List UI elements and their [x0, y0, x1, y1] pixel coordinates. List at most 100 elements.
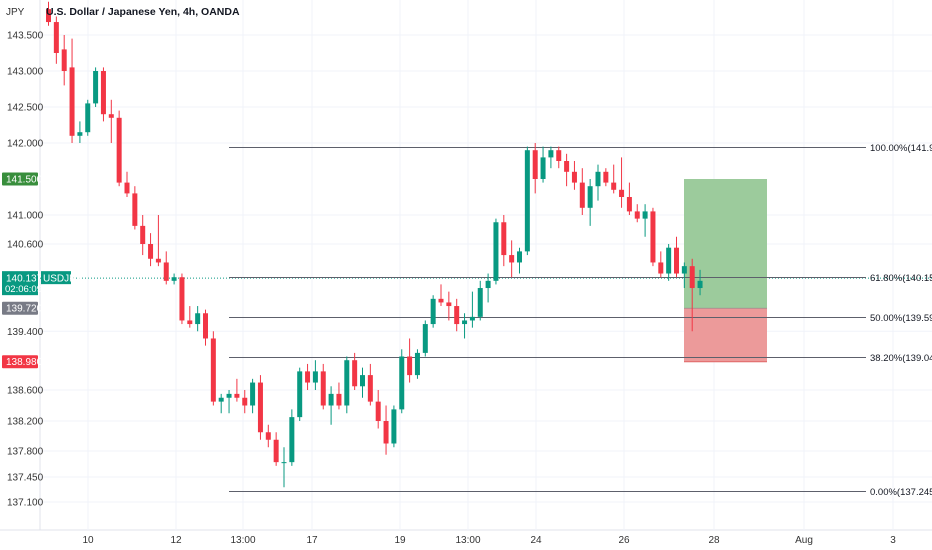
- chart-title: U.S. Dollar / Japanese Yen, 4h, OANDA: [46, 6, 240, 18]
- candle-body: [210, 338, 216, 402]
- candle-body: [399, 356, 405, 410]
- time-axis-label: 3: [890, 535, 896, 546]
- candle-body: [509, 255, 515, 263]
- candle: [571, 161, 577, 190]
- fib-label: 0.00%(137.245) -: [870, 487, 932, 498]
- candle: [257, 375, 263, 440]
- candle: [336, 382, 342, 410]
- candle: [587, 179, 593, 226]
- candle-body: [603, 171, 609, 183]
- candle-body: [179, 277, 185, 321]
- price-axis-label: 143.500: [7, 31, 44, 42]
- candle: [53, 16, 59, 64]
- candle: [203, 309, 208, 346]
- candle: [556, 146, 562, 169]
- countdown-text: 02:06:09: [5, 284, 42, 295]
- candle: [187, 306, 193, 328]
- price-axis-label: 140.600: [7, 240, 44, 251]
- candle-body: [234, 393, 240, 398]
- candle: [163, 251, 169, 285]
- candle-body: [689, 266, 695, 289]
- candle-body: [132, 193, 138, 226]
- candle: [352, 352, 358, 390]
- candle-body: [155, 258, 161, 263]
- candle: [116, 110, 122, 187]
- candle-body: [69, 67, 75, 136]
- candle: [273, 432, 279, 466]
- price-axis-label: 138.200: [7, 417, 44, 428]
- candle: [438, 284, 444, 307]
- candle-body: [587, 186, 593, 208]
- take-profit-tag-text: 141.500: [6, 175, 43, 186]
- candle: [611, 164, 617, 194]
- candle: [517, 247, 522, 274]
- candle: [234, 378, 240, 402]
- candle-body: [85, 103, 91, 133]
- candle: [407, 338, 413, 383]
- candle: [579, 168, 585, 215]
- candle-body: [556, 150, 562, 161]
- candle: [242, 390, 248, 414]
- candle-body: [681, 266, 687, 274]
- time-axis-label: 12: [170, 535, 182, 546]
- candle-body: [564, 161, 570, 172]
- candle: [509, 240, 515, 278]
- candle-body: [171, 277, 177, 281]
- candle: [430, 295, 436, 328]
- candle: [46, 1, 51, 26]
- fib-label: 38.20%(139.043) -: [870, 353, 932, 364]
- loss-zone[interactable]: [684, 308, 767, 362]
- candle: [626, 182, 632, 215]
- candle: [250, 378, 256, 414]
- candle-body: [312, 371, 318, 383]
- candle: [312, 360, 318, 390]
- candle: [650, 207, 656, 267]
- candle: [320, 363, 326, 410]
- price-axis-label: 142.500: [7, 103, 44, 114]
- price-axis-label: 137.800: [7, 447, 44, 458]
- candle-body: [61, 49, 67, 71]
- candle-body: [46, 9, 51, 23]
- candle-body: [430, 298, 436, 325]
- candle-body: [634, 211, 640, 219]
- candle-body: [360, 375, 365, 387]
- profit-zone[interactable]: [684, 179, 767, 309]
- candle-body: [611, 182, 617, 190]
- candle: [666, 244, 672, 281]
- candle: [100, 67, 106, 122]
- fibonacci-retracement[interactable]: 100.00%(141.951) - 61.80%(140.153) - 50.00…: [229, 143, 932, 498]
- candle: [532, 143, 538, 194]
- candle: [328, 386, 334, 425]
- candle-body: [140, 225, 146, 244]
- candle-body: [469, 316, 475, 321]
- price-axis-label: 137.450: [7, 473, 44, 484]
- candle-body: [352, 360, 358, 387]
- candle-body: [124, 182, 130, 194]
- candle-body: [344, 360, 350, 406]
- candle: [140, 215, 146, 256]
- candle-body: [281, 462, 287, 464]
- price-axis-label: 138.600: [7, 386, 44, 397]
- candle: [603, 168, 609, 187]
- candle: [61, 35, 67, 86]
- time-axis-label: 26: [618, 535, 630, 546]
- candle-body: [265, 432, 271, 440]
- price-axis-label: 142.000: [7, 139, 44, 150]
- candle: [414, 349, 420, 379]
- candle-body: [517, 251, 522, 263]
- candle: [360, 367, 365, 398]
- candle-body: [242, 397, 248, 406]
- candle-body: [108, 114, 114, 118]
- candle-body: [438, 298, 444, 303]
- candle: [93, 67, 99, 107]
- candle-body: [422, 324, 428, 353]
- candle-body: [257, 382, 263, 433]
- long-position-tool[interactable]: [684, 179, 767, 363]
- candle-body: [187, 320, 193, 325]
- current-price-text: 140.137: [6, 274, 43, 285]
- candle-body: [273, 439, 279, 463]
- price-axis-label: 141.000: [7, 211, 44, 222]
- candle: [179, 273, 185, 325]
- entry-price-tag: 139.720: [2, 301, 43, 315]
